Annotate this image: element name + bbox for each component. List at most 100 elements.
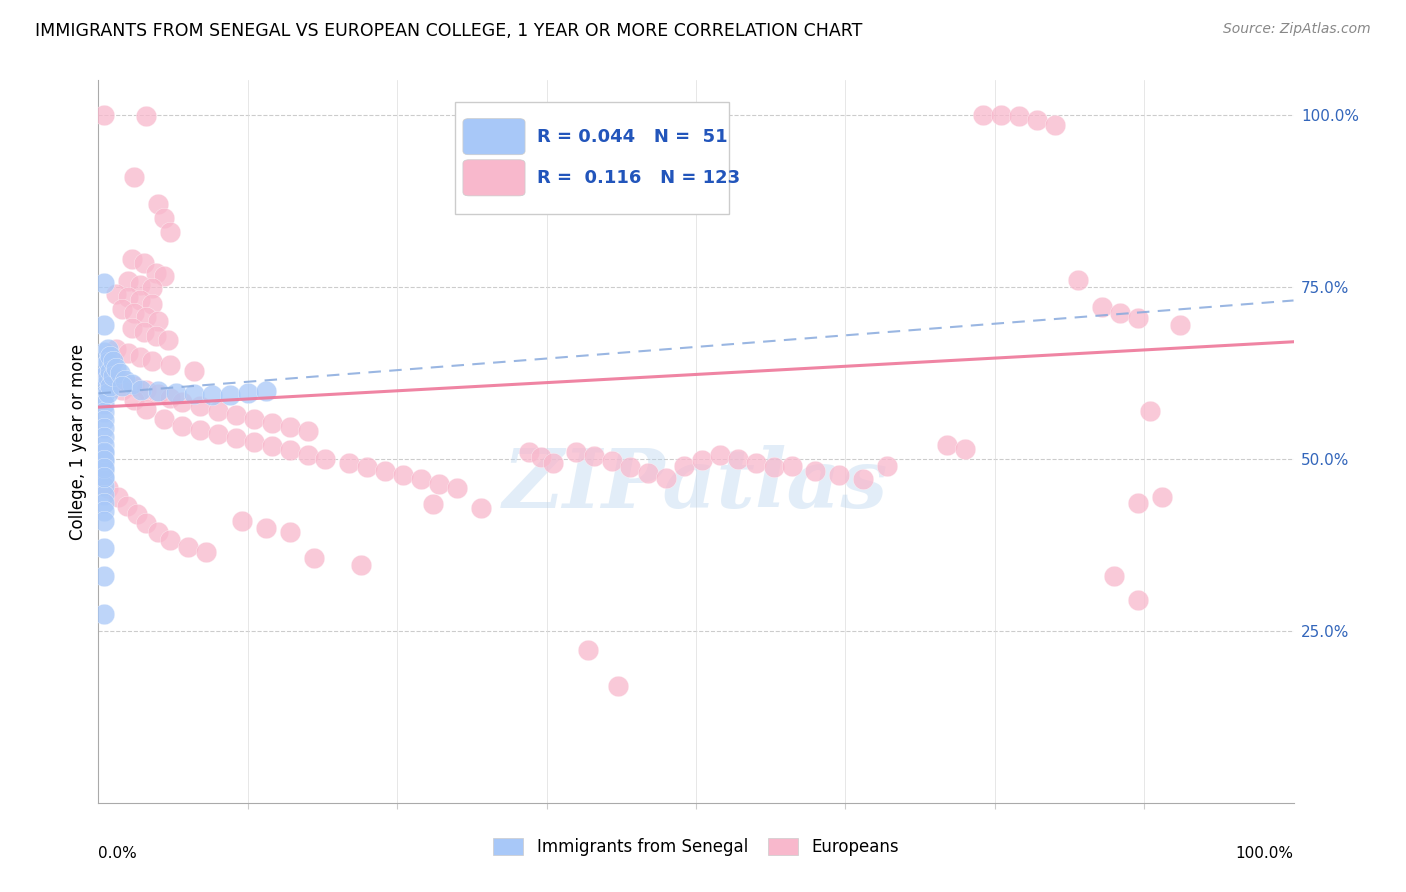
Point — [153, 412, 176, 426]
Point — [148, 384, 170, 399]
Point — [93, 479, 115, 493]
Point — [107, 490, 129, 504]
Point — [972, 108, 994, 122]
Point — [583, 449, 606, 463]
Point — [876, 458, 898, 473]
Point — [93, 504, 115, 518]
Point — [105, 286, 128, 301]
Point — [236, 386, 259, 401]
Point — [637, 466, 659, 480]
Point — [254, 384, 277, 399]
Point — [124, 169, 146, 184]
Point — [93, 438, 115, 452]
Point — [148, 387, 170, 401]
Point — [93, 388, 115, 402]
Point — [93, 469, 115, 483]
Point — [243, 412, 266, 426]
Point — [172, 418, 194, 433]
Point — [98, 379, 122, 393]
Point — [1168, 318, 1191, 332]
Point — [131, 383, 153, 397]
FancyBboxPatch shape — [463, 160, 524, 196]
Point — [278, 420, 301, 434]
Point — [101, 369, 124, 384]
Point — [93, 568, 115, 582]
Point — [828, 468, 851, 483]
Point — [530, 450, 553, 465]
Point — [1109, 306, 1132, 320]
Point — [517, 445, 540, 459]
Point — [254, 520, 277, 534]
Point — [121, 377, 143, 392]
Point — [159, 533, 181, 547]
Point — [1128, 311, 1150, 326]
Point — [1104, 568, 1126, 582]
Point — [97, 355, 120, 369]
Text: 0.0%: 0.0% — [98, 847, 138, 861]
Point — [762, 460, 785, 475]
Point — [105, 360, 128, 375]
Point — [101, 354, 124, 368]
Point — [125, 508, 148, 522]
Point — [673, 458, 696, 473]
Point — [297, 424, 319, 438]
Point — [97, 385, 120, 400]
Point — [1043, 118, 1066, 132]
Point — [135, 383, 157, 397]
Point — [607, 679, 630, 693]
Point — [156, 334, 179, 348]
Point — [1025, 113, 1047, 128]
Point — [159, 391, 181, 405]
Point — [93, 277, 115, 291]
Point — [852, 472, 875, 486]
Point — [111, 301, 134, 316]
Point — [195, 545, 218, 559]
Point — [727, 451, 749, 466]
Point — [243, 435, 266, 450]
Point — [172, 395, 194, 409]
Point — [278, 443, 301, 458]
Point — [145, 266, 167, 280]
Point — [141, 281, 163, 295]
Point — [260, 416, 283, 430]
Point — [541, 456, 564, 470]
Point — [129, 293, 152, 308]
Point — [619, 460, 641, 475]
Point — [392, 468, 415, 483]
Point — [93, 318, 115, 332]
Point — [121, 321, 143, 335]
Point — [117, 274, 139, 288]
FancyBboxPatch shape — [454, 102, 730, 214]
FancyBboxPatch shape — [463, 119, 524, 154]
Point — [145, 329, 167, 343]
Point — [153, 211, 176, 225]
Point — [374, 464, 396, 478]
Point — [297, 448, 319, 462]
Point — [1128, 496, 1150, 510]
Point — [1091, 301, 1114, 315]
Point — [936, 438, 959, 452]
Point — [111, 379, 134, 393]
Point — [177, 540, 200, 554]
Point — [93, 445, 115, 459]
Point — [427, 476, 450, 491]
Point — [183, 387, 205, 401]
Point — [97, 481, 120, 495]
Point — [207, 403, 229, 417]
Point — [339, 456, 361, 470]
Point — [135, 516, 157, 531]
Point — [422, 497, 444, 511]
Point — [780, 458, 803, 473]
Point — [602, 454, 624, 468]
Point — [1139, 403, 1161, 417]
Text: ZIPatlas: ZIPatlas — [503, 445, 889, 524]
Point — [93, 487, 115, 501]
Point — [93, 108, 115, 122]
Point — [141, 297, 163, 311]
Point — [93, 359, 115, 373]
Point — [93, 471, 115, 485]
Text: R =  0.116   N = 123: R = 0.116 N = 123 — [537, 169, 740, 186]
Point — [804, 464, 827, 478]
Point — [201, 388, 224, 402]
Point — [93, 461, 115, 475]
